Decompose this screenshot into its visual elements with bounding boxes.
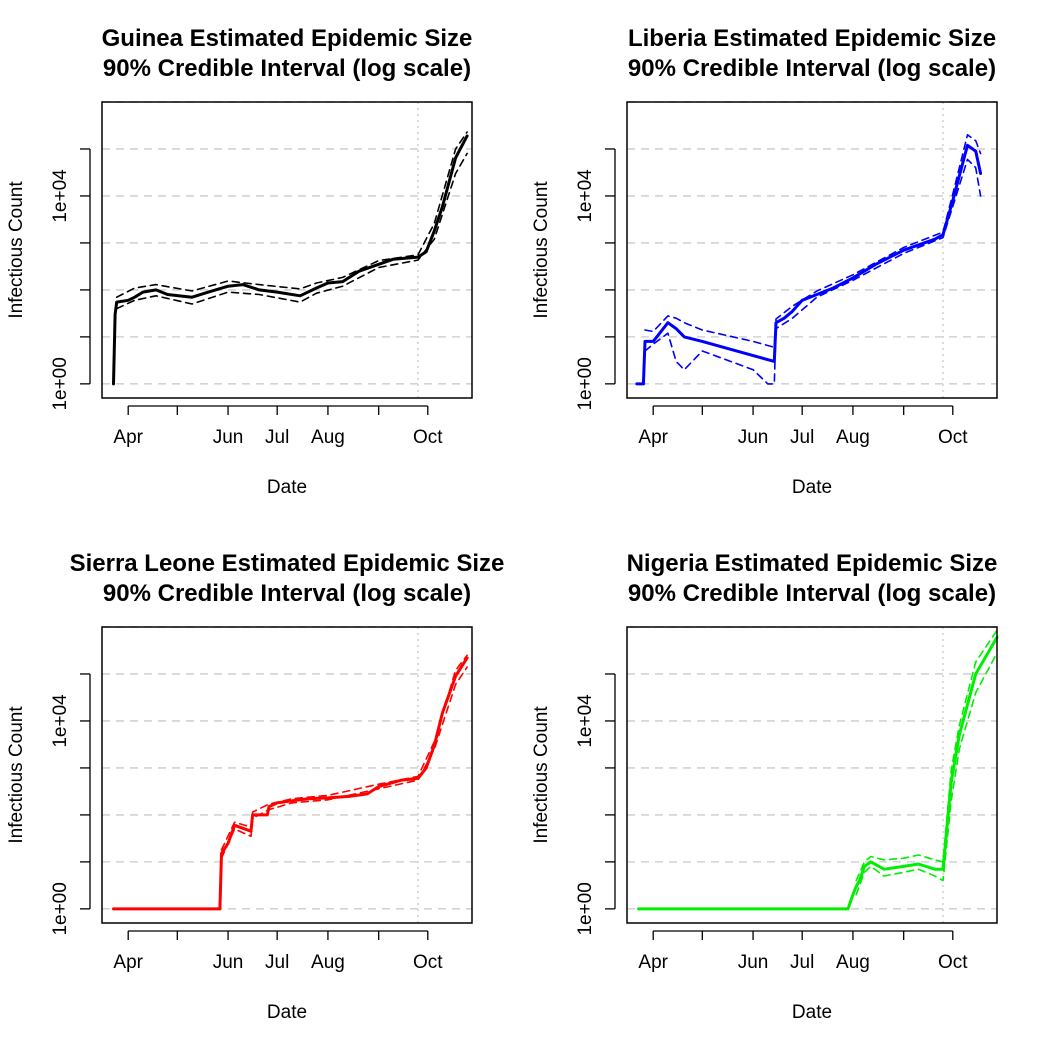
x-tick-label: Jul xyxy=(265,952,289,973)
chart-title: Liberia Estimated Epidemic Size xyxy=(628,25,996,52)
x-tick-label: Oct xyxy=(413,952,443,973)
x-tick-label: Jun xyxy=(738,427,769,448)
y-tick-label: 1e+00 xyxy=(50,357,71,410)
series-lower xyxy=(115,152,468,310)
chart-panel-4: 1e+00 1e+04 Apr Jun Jul Aug Oct Date Infectious … xyxy=(531,550,999,1023)
x-tick-label: Oct xyxy=(938,952,968,973)
x-tick-label: Jul xyxy=(790,427,814,448)
y-axis: 1e+00 1e+04 xyxy=(575,673,616,936)
x-tick-label: Aug xyxy=(836,952,870,973)
x-tick-label: Apr xyxy=(113,952,143,973)
chart-subtitle: 90% Credible Interval (log scale) xyxy=(628,55,996,82)
chart-subtitle: 90% Credible Interval (log scale) xyxy=(628,580,996,607)
x-tick-label: Jul xyxy=(265,427,289,448)
chart-title: Sierra Leone Estimated Epidemic Size xyxy=(70,550,505,577)
series-lower xyxy=(220,666,468,860)
chart-title: Guinea Estimated Epidemic Size xyxy=(102,25,473,52)
y-tick-label: 1e+04 xyxy=(575,169,596,223)
y-tick-label: 1e+00 xyxy=(575,882,596,935)
plot-frame xyxy=(101,101,473,399)
x-axis-title: Date xyxy=(792,1002,832,1023)
x-tick-label: Aug xyxy=(836,427,870,448)
y-axis-title: Infectious Count xyxy=(531,181,552,319)
x-tick-label: Apr xyxy=(638,427,668,448)
y-axis: 1e+00 1e+04 xyxy=(50,673,91,936)
x-tick-label: Jun xyxy=(213,427,244,448)
y-tick-label: 1e+00 xyxy=(50,882,71,935)
x-axis-title: Date xyxy=(792,477,832,498)
y-tick-label: 1e+04 xyxy=(50,694,71,748)
chart-panel-1: 1e+00 1e+04 Apr Jun Jul Aug Oct Date Infectious … xyxy=(6,25,473,498)
series-lower xyxy=(855,652,998,896)
series-lower xyxy=(644,158,982,385)
x-axis: Apr Jun Jul Aug Oct xyxy=(113,405,443,448)
x-tick-label: Jun xyxy=(738,952,769,973)
x-axis: Apr Jun Jul Aug Oct xyxy=(638,930,968,973)
x-tick-label: Jun xyxy=(213,952,244,973)
chart-panel-3: 1e+00 1e+04 Apr Jun Jul Aug Oct Date Infectious … xyxy=(6,550,504,1023)
series-upper xyxy=(855,629,998,882)
y-axis-title: Infectious Count xyxy=(6,706,27,844)
x-axis: Apr Jun Jul Aug Oct xyxy=(113,930,443,973)
series-upper xyxy=(644,134,982,349)
plot-frame xyxy=(626,626,998,924)
y-tick-label: 1e+00 xyxy=(575,357,596,410)
y-axis: 1e+00 1e+04 xyxy=(575,148,616,411)
plot-frame xyxy=(626,101,998,399)
x-tick-label: Apr xyxy=(113,427,143,448)
chart-title: Nigeria Estimated Epidemic Size xyxy=(627,550,998,577)
x-tick-label: Oct xyxy=(938,427,968,448)
series-upper xyxy=(220,654,468,851)
x-axis: Apr Jun Jul Aug Oct xyxy=(638,405,968,448)
series-median xyxy=(112,656,469,911)
series-median xyxy=(635,143,983,386)
chart-subtitle: 90% Credible Interval (log scale) xyxy=(103,55,471,82)
y-axis-title: Infectious Count xyxy=(531,706,552,844)
plot-frame xyxy=(101,626,473,924)
x-tick-label: Oct xyxy=(413,427,443,448)
series-upper xyxy=(115,131,468,299)
x-axis-title: Date xyxy=(267,1002,307,1023)
x-tick-label: Apr xyxy=(638,952,668,973)
x-tick-label: Aug xyxy=(311,427,345,448)
y-axis: 1e+00 1e+04 xyxy=(50,148,91,411)
chart-panel-2: 1e+00 1e+04 Apr Jun Jul Aug Oct Date Infectious … xyxy=(531,25,998,498)
series-median xyxy=(637,635,999,911)
series-median xyxy=(112,134,469,386)
y-axis-title: Infectious Count xyxy=(6,181,27,319)
y-tick-label: 1e+04 xyxy=(50,169,71,223)
x-axis-title: Date xyxy=(267,477,307,498)
x-tick-label: Aug xyxy=(311,952,345,973)
x-tick-label: Jul xyxy=(790,952,814,973)
chart-subtitle: 90% Credible Interval (log scale) xyxy=(103,580,471,607)
y-tick-label: 1e+04 xyxy=(575,694,596,748)
